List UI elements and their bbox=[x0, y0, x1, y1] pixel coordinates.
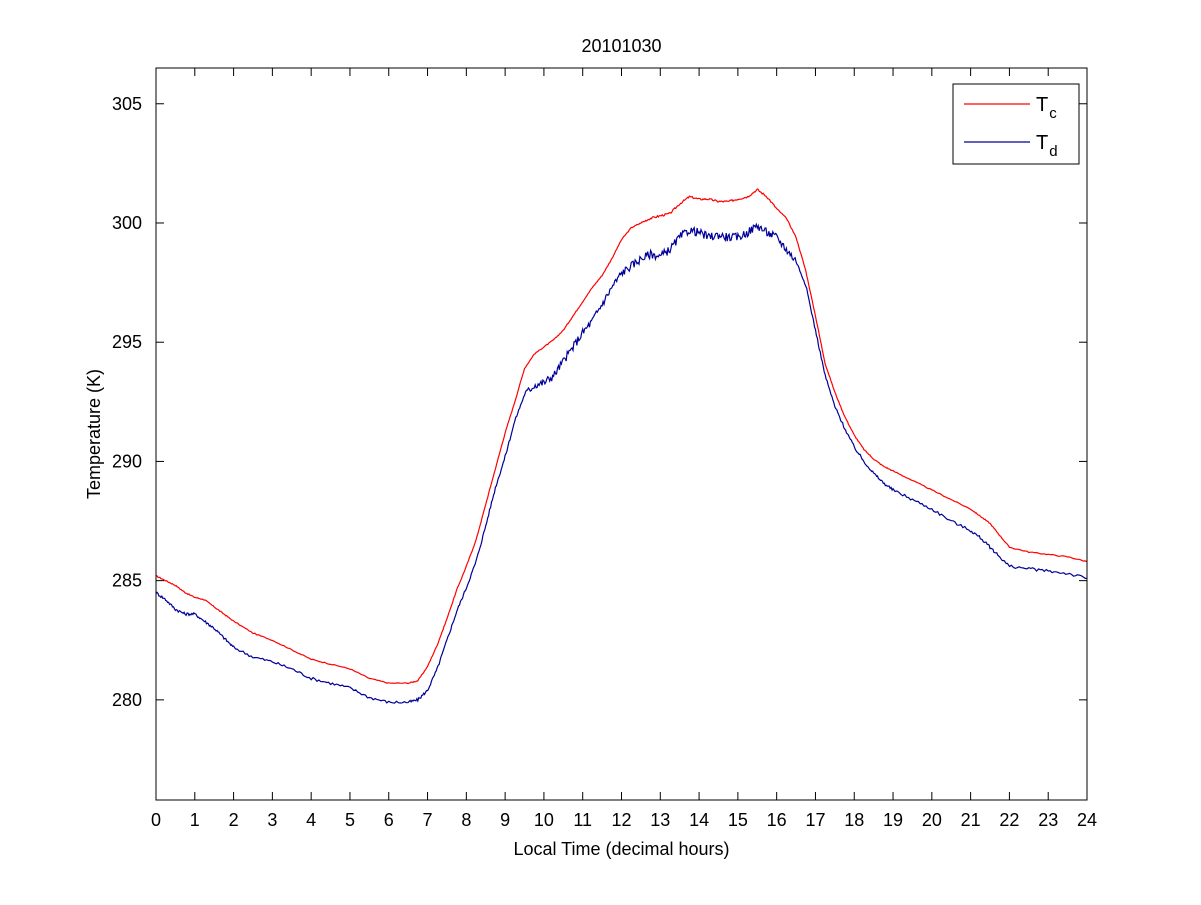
x-axis-title: Local Time (decimal hours) bbox=[513, 839, 729, 859]
series-line-td bbox=[155, 222, 1088, 704]
x-tick-label: 4 bbox=[306, 810, 316, 830]
x-tick-label: 6 bbox=[384, 810, 394, 830]
plot-area bbox=[156, 68, 1087, 800]
x-tick-label: 5 bbox=[345, 810, 355, 830]
x-tick-label: 23 bbox=[1038, 810, 1058, 830]
plot-frame bbox=[155, 67, 1088, 801]
y-tick-label: 305 bbox=[112, 94, 142, 114]
legend-label: Tc bbox=[1036, 94, 1057, 122]
series-line-tc bbox=[155, 188, 1088, 685]
x-tick-label: 1 bbox=[190, 810, 200, 830]
x-tick-label: 15 bbox=[728, 810, 748, 830]
x-tick-label: 18 bbox=[844, 810, 864, 830]
x-tick-label: 17 bbox=[805, 810, 825, 830]
x-tick-label: 2 bbox=[229, 810, 239, 830]
legend-box bbox=[952, 83, 1080, 165]
x-tick-label: 11 bbox=[573, 810, 592, 830]
legend-label: Td bbox=[1036, 132, 1058, 160]
x-tick-label: 3 bbox=[267, 810, 277, 830]
y-tick-label: 285 bbox=[112, 571, 142, 591]
x-tick-label: 10 bbox=[534, 810, 554, 830]
x-tick-label: 22 bbox=[999, 810, 1019, 830]
x-tick-label: 20 bbox=[922, 810, 942, 830]
y-axis-title: Temperature (K) bbox=[84, 369, 104, 499]
x-tick-label: 16 bbox=[767, 810, 787, 830]
legend-label-subscript: d bbox=[1049, 143, 1057, 160]
legend-label-main: T bbox=[1036, 132, 1048, 154]
y-tick-label: 300 bbox=[112, 213, 142, 233]
x-tick-label: 8 bbox=[461, 810, 471, 830]
legend-label-main: T bbox=[1036, 94, 1048, 116]
y-tick-label: 280 bbox=[112, 690, 142, 710]
x-tick-label: 14 bbox=[689, 810, 709, 830]
chart-title: 20101030 bbox=[581, 36, 661, 56]
series-group bbox=[155, 188, 1088, 704]
x-tick-label: 24 bbox=[1077, 810, 1097, 830]
legend-label-subscript: c bbox=[1049, 105, 1057, 122]
y-tick-label: 290 bbox=[112, 451, 142, 471]
x-tick-label: 0 bbox=[151, 810, 161, 830]
x-tick-label: 21 bbox=[961, 810, 981, 830]
x-tick-label: 7 bbox=[423, 810, 433, 830]
x-tick-label: 19 bbox=[883, 810, 903, 830]
x-tick-label: 12 bbox=[611, 810, 631, 830]
ticks-group: 0 1 2 3 4 5 6 7 8 9 10 11 12 13 14 15 16 17 18 19 20 21 22 23 24… bbox=[112, 68, 1097, 830]
x-tick-label: 9 bbox=[500, 810, 510, 830]
y-tick-label: 295 bbox=[112, 332, 142, 352]
x-tick-label: 13 bbox=[650, 810, 670, 830]
